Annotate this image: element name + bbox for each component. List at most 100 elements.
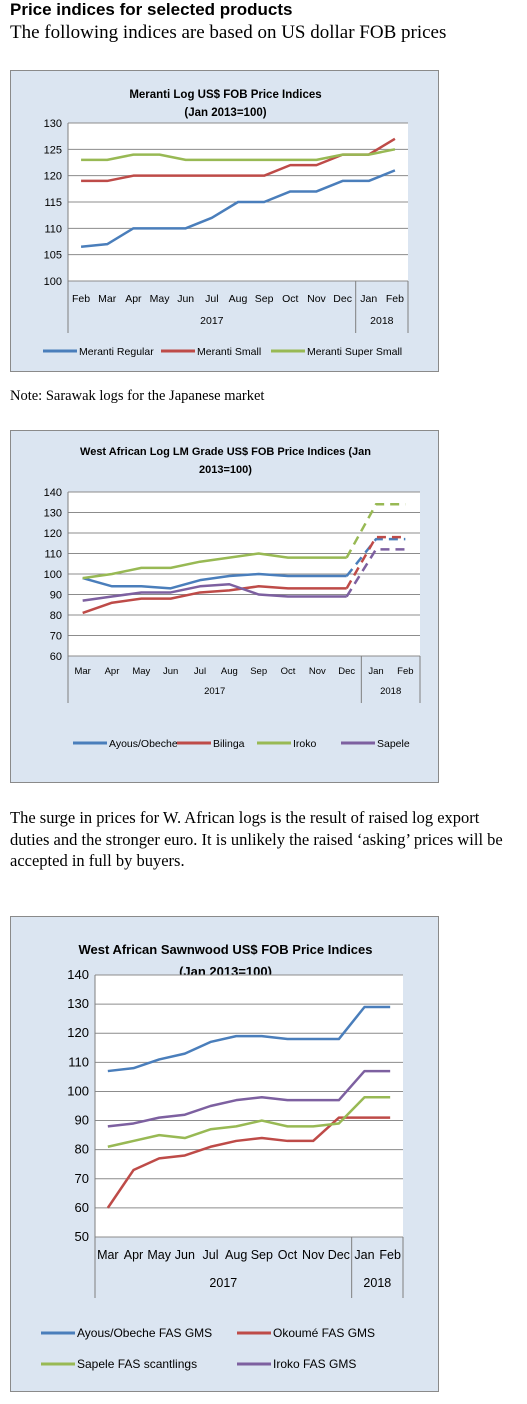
- series-line: [107, 1096, 391, 1148]
- x-tick-label: Sep: [255, 293, 274, 305]
- y-tick-label: 90: [50, 590, 62, 602]
- legend-label: Iroko: [293, 738, 317, 750]
- legend-label: Meranti Small: [197, 346, 261, 358]
- x-tick-label: Jan: [368, 666, 383, 677]
- x-year-label: 2018: [363, 1276, 391, 1290]
- y-tick-label: 110: [68, 1054, 89, 1069]
- series-line-dashed: [345, 537, 406, 577]
- chart-title: West African Sawnwood US$ FOB Price Indi…: [78, 942, 372, 957]
- y-tick-label: 70: [75, 1171, 89, 1186]
- series-line: [80, 169, 396, 249]
- chart-title: West African Log LM Grade US$ FOB Price …: [80, 446, 371, 458]
- y-tick-label: 90: [75, 1113, 89, 1128]
- y-tick-label: 100: [44, 276, 62, 288]
- x-tick-label: Aug: [221, 666, 238, 677]
- x-tick-label: Apr: [105, 666, 120, 677]
- y-tick-label: 80: [50, 610, 62, 622]
- legend-label: Sapele FAS scantlings: [77, 1357, 197, 1371]
- page-subheading: The following indices are based on US do…: [10, 22, 447, 43]
- x-tick-label: Nov: [307, 293, 326, 305]
- series-line-dashed: [345, 535, 406, 589]
- meranti-chart-panel: Meranti Log US$ FOB Price Indices (Jan 20…: [10, 70, 439, 372]
- chart-subtitle: (Jan 2013=100): [184, 107, 266, 119]
- x-tick-label: Dec: [328, 1248, 350, 1262]
- x-tick-label: May: [147, 1248, 171, 1262]
- x-tick-label: Jun: [175, 1248, 195, 1262]
- legend-label: Bilinga: [213, 738, 245, 750]
- y-tick-label: 130: [44, 118, 62, 130]
- legend-label: Meranti Regular: [79, 346, 154, 358]
- x-year-label: 2017: [209, 1276, 237, 1290]
- x-tick-label: May: [132, 666, 150, 677]
- x-year-label: 2017: [200, 315, 224, 327]
- x-tick-label: Oct: [282, 293, 298, 305]
- y-tick-label: 140: [44, 487, 62, 499]
- x-tick-label: Sep: [251, 1248, 273, 1262]
- series-line: [82, 585, 347, 615]
- y-tick-label: 70: [50, 631, 62, 643]
- x-tick-label: Dec: [338, 666, 355, 677]
- x-tick-label: Apr: [125, 293, 142, 305]
- x-tick-label: Feb: [386, 293, 404, 305]
- west-african-sawnwood-chart-panel: West African Sawnwood US$ FOB Price Indi…: [10, 916, 439, 1392]
- x-tick-label: Jan: [360, 293, 377, 305]
- x-tick-label: Jun: [177, 293, 194, 305]
- commentary-paragraph: The surge in prices for W. African logs …: [10, 808, 503, 870]
- west-african-log-chart: West African Log LM Grade US$ FOB Price …: [44, 446, 421, 750]
- x-tick-label: Feb: [397, 666, 413, 677]
- series-line: [82, 583, 347, 602]
- x-tick-label: Apr: [124, 1248, 143, 1262]
- series-line: [82, 552, 347, 580]
- y-tick-label: 100: [67, 1083, 89, 1098]
- y-tick-label: 110: [44, 549, 62, 561]
- legend-label: Ayous/Obeche FAS GMS: [77, 1326, 212, 1340]
- y-tick-label: 100: [44, 569, 62, 581]
- y-tick-label: 50: [75, 1229, 89, 1244]
- series-line-dashed: [345, 548, 406, 598]
- y-tick-label: 115: [44, 197, 62, 209]
- chart-note: Note: Sarawak logs for the Japanese mark…: [10, 388, 265, 404]
- y-tick-label: 120: [44, 171, 62, 183]
- chart-subtitle: 2013=100): [199, 464, 252, 476]
- legend-label: Ayous/Obeche: [109, 738, 178, 750]
- y-tick-label: 105: [44, 250, 62, 262]
- series-line: [107, 1005, 391, 1073]
- x-tick-label: Aug: [225, 1248, 247, 1262]
- series-line: [81, 148, 396, 162]
- x-tick-label: Aug: [229, 293, 248, 305]
- x-tick-label: Jan: [354, 1248, 374, 1262]
- series-line-dashed: [345, 503, 406, 559]
- plot-area: [95, 975, 403, 1237]
- x-tick-label: Jun: [163, 666, 178, 677]
- x-tick-label: Mar: [98, 293, 117, 305]
- y-tick-label: 130: [67, 996, 89, 1011]
- x-tick-label: May: [150, 293, 171, 305]
- y-tick-label: 110: [44, 223, 62, 235]
- x-tick-label: Nov: [302, 1248, 325, 1262]
- x-tick-label: Jul: [205, 293, 218, 305]
- x-tick-label: Jul: [194, 666, 206, 677]
- x-tick-label: Nov: [309, 666, 326, 677]
- meranti-chart: Meranti Log US$ FOB Price Indices (Jan 20…: [43, 89, 409, 358]
- y-tick-label: 140: [67, 967, 89, 982]
- x-tick-label: Mar: [74, 666, 90, 677]
- y-tick-label: 130: [44, 508, 62, 520]
- y-tick-label: 120: [44, 528, 62, 540]
- x-tick-label: Jul: [203, 1248, 219, 1262]
- chart-title: Meranti Log US$ FOB Price Indices: [129, 89, 321, 101]
- series-line: [107, 1069, 391, 1128]
- y-tick-label: 60: [75, 1200, 89, 1215]
- x-tick-label: Oct: [281, 666, 296, 677]
- x-tick-label: Oct: [278, 1248, 298, 1262]
- series-line: [82, 572, 347, 590]
- x-year-label: 2018: [380, 686, 401, 697]
- x-tick-label: Dec: [333, 293, 352, 305]
- x-tick-label: Mar: [97, 1248, 119, 1262]
- legend-label: Meranti Super Small: [307, 346, 402, 358]
- legend-label: Okoumé FAS GMS: [273, 1326, 375, 1340]
- x-tick-label: Feb: [72, 293, 90, 305]
- x-year-label: 2017: [204, 686, 225, 697]
- x-tick-label: Feb: [379, 1248, 401, 1262]
- y-tick-label: 80: [75, 1142, 89, 1157]
- x-year-label: 2018: [370, 315, 394, 327]
